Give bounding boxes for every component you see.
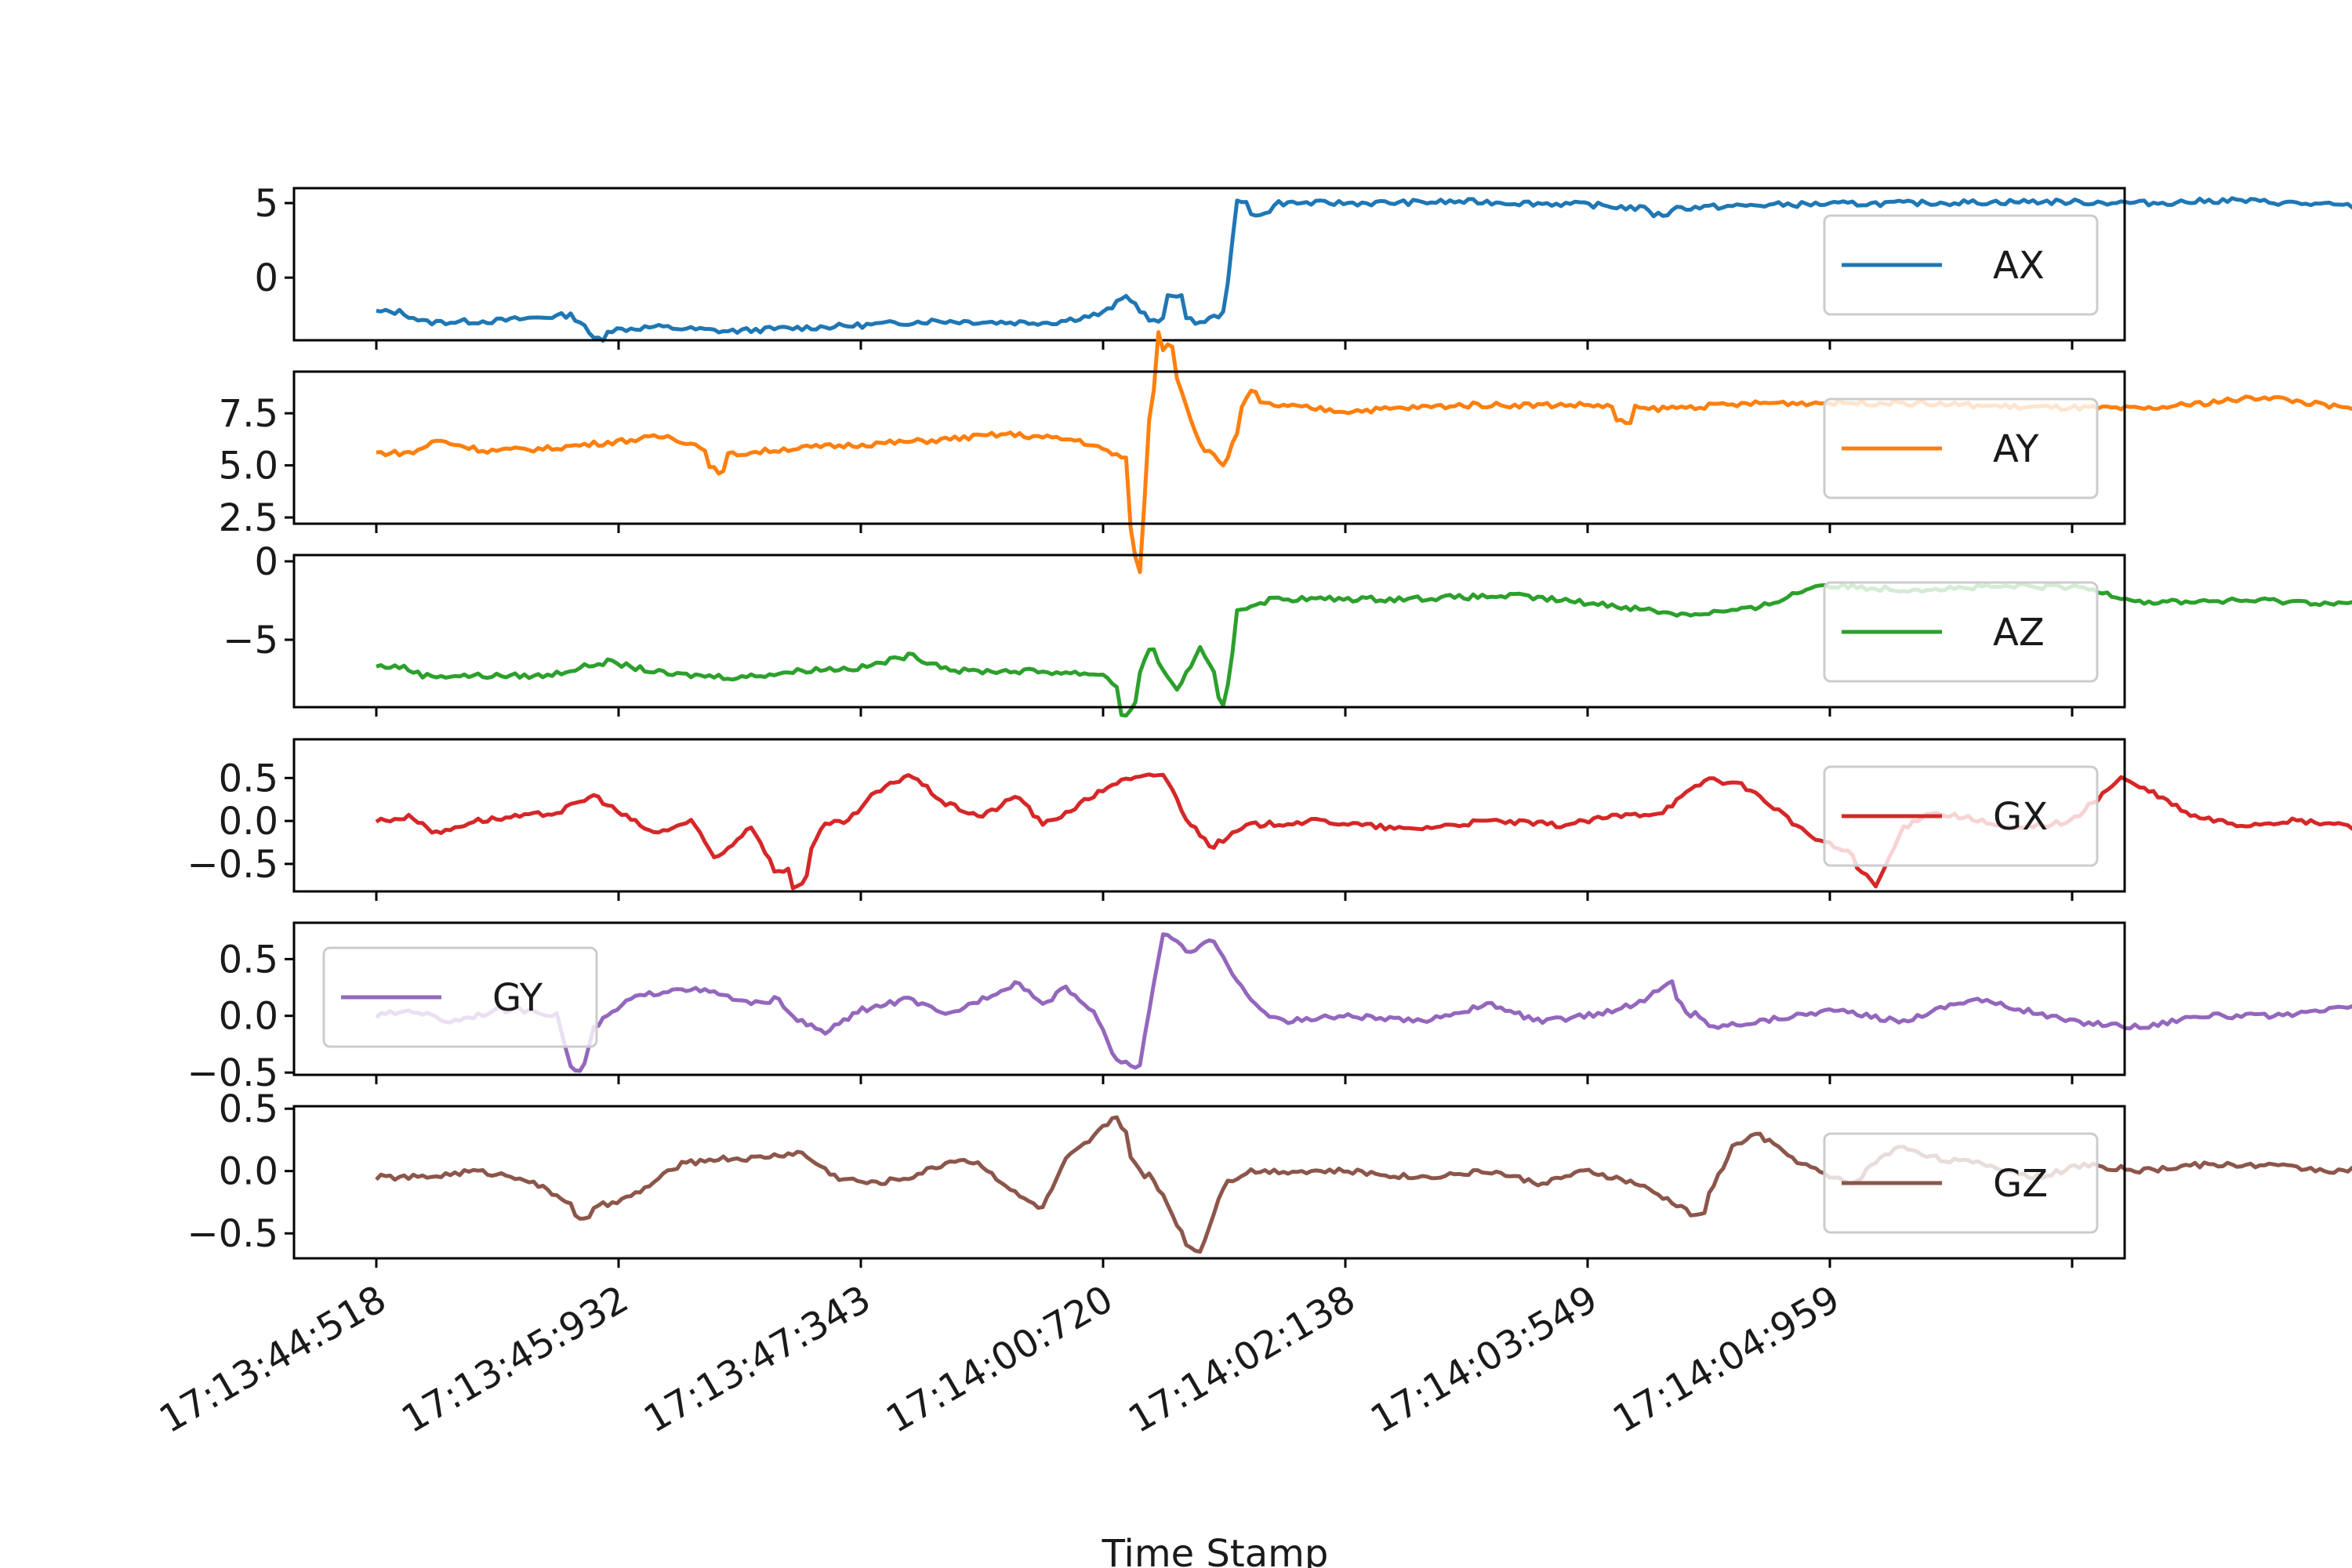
- legend-label: AY: [1993, 427, 2039, 471]
- plot-frame: [292, 738, 2126, 893]
- legend-box: [1823, 214, 2099, 316]
- y-tick-label: −0.5: [187, 843, 278, 887]
- plot-frame: [292, 187, 2126, 342]
- y-tick-label: 7.5: [219, 392, 278, 436]
- series-line-gy: [375, 932, 2352, 1073]
- plot-frame: [292, 921, 2126, 1076]
- plot-frame: [292, 1105, 2126, 1260]
- y-tick-label: 5: [254, 182, 278, 226]
- y-tick-label: 2.5: [219, 496, 278, 540]
- y-tick-label: 0.0: [219, 800, 278, 844]
- legend-gx: GX: [1823, 765, 2099, 867]
- series-line-ax: [376, 196, 2352, 343]
- legend-label: GX: [1993, 795, 2048, 839]
- series-line-gz: [375, 1115, 2352, 1254]
- y-tick-label: 0: [254, 256, 278, 300]
- subplot-gx: 0.50.0−0.5 GX: [187, 738, 2352, 901]
- series-line-gx: [375, 772, 2352, 891]
- x-axis-label: Time Stamp: [1102, 1532, 1329, 1568]
- legend-label: GZ: [1993, 1162, 2048, 1206]
- legend-gy: GY: [322, 946, 598, 1048]
- legend-label: AX: [1993, 244, 2045, 288]
- legend-box: [1823, 397, 2099, 499]
- plot-frame: [292, 370, 2126, 525]
- series-line-ay: [376, 330, 2352, 575]
- y-tick-label: 0: [254, 540, 278, 584]
- y-tick-label: −0.5: [187, 1051, 278, 1095]
- y-tick-label: 0.0: [219, 1150, 278, 1194]
- subplot-az: 0 −5 AZ: [223, 540, 2352, 718]
- subplot-gz: 0.5 0.0 −0.5 GZ: [187, 1087, 2352, 1268]
- y-tick-label: −5: [223, 619, 278, 662]
- legend-label: GY: [492, 976, 543, 1020]
- y-tick-label: 0.5: [219, 757, 278, 800]
- legend-box: [1823, 1132, 2099, 1234]
- subplot-gy: 0.5 0.0 −0.5 GY: [187, 921, 2352, 1095]
- subplot-ay: 7.5 5.0 2.5 AY: [219, 330, 2352, 575]
- legend-gz: GZ: [1823, 1132, 2099, 1234]
- legend-ax: AX: [1823, 214, 2099, 316]
- legend-box: [322, 946, 598, 1048]
- y-tick-label: 5.0: [219, 445, 278, 488]
- y-tick-label: 0.5: [219, 1087, 278, 1131]
- legend-ay: AY: [1823, 397, 2099, 499]
- legend-label: AZ: [1993, 611, 2045, 655]
- legend-box: [1823, 765, 2099, 867]
- subplot-ax: 5 0 AX: [254, 182, 2352, 350]
- y-tick-label: −0.5: [187, 1212, 278, 1256]
- legend-az: AZ: [1823, 581, 2099, 683]
- series-line-az: [376, 582, 2352, 718]
- legend-box: [1823, 581, 2099, 683]
- y-tick-label: 0.5: [219, 938, 278, 982]
- plot-frame: [292, 554, 2126, 709]
- y-tick-label: 0.0: [219, 995, 278, 1039]
